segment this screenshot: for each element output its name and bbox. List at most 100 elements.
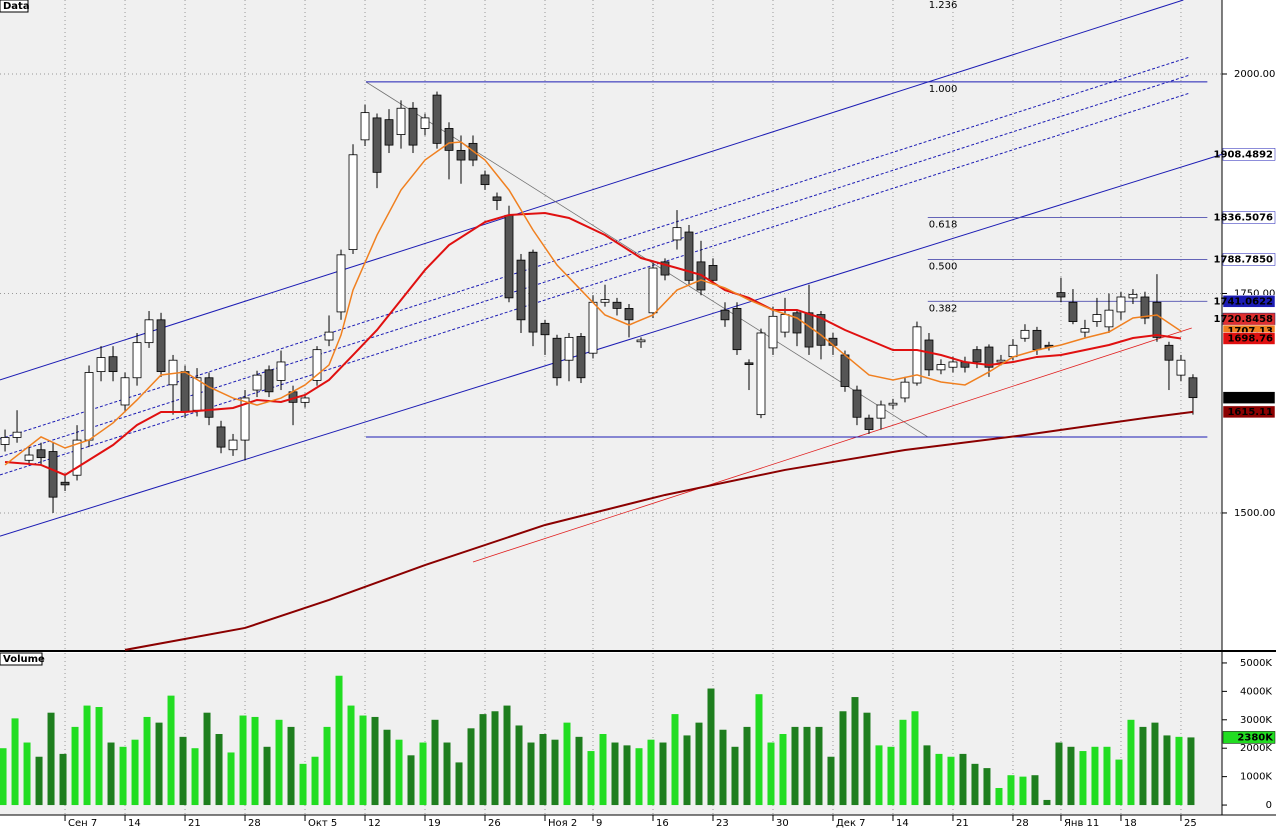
volume-bar — [743, 726, 751, 806]
candle-body — [396, 107, 406, 135]
volume-bar — [683, 735, 691, 806]
panel-title: Volume — [3, 654, 45, 665]
value-marker — [1222, 391, 1276, 404]
candle-body — [1104, 309, 1114, 328]
candle-body — [672, 227, 682, 241]
y-tick-label: 4000K — [1240, 686, 1272, 697]
value-marker — [1222, 731, 1276, 744]
candle-body — [144, 319, 154, 344]
volume-bar — [1175, 736, 1183, 806]
candle-body — [264, 369, 274, 393]
candle-body — [948, 361, 958, 368]
volume-bar — [467, 728, 475, 806]
volume-bar — [371, 716, 379, 806]
volume-bar — [95, 707, 103, 806]
candle-body — [120, 377, 130, 406]
volume-bar — [875, 745, 883, 806]
volume-bar — [491, 711, 499, 806]
volume-bar — [575, 736, 583, 806]
y-tick-label: 5000K — [1240, 658, 1272, 669]
value-marker-label: 1788.7850 — [1214, 254, 1274, 265]
candle-body — [996, 359, 1006, 363]
candle-body — [0, 437, 10, 445]
volume-bar — [239, 715, 247, 806]
volume-bar — [179, 736, 187, 806]
y-tick-label: 2000.00 — [1234, 69, 1275, 80]
volume-bar — [299, 763, 307, 806]
moving-average — [4, 211, 1182, 477]
volume-bar — [431, 719, 439, 806]
value-marker-label: 1720.8458 — [1214, 314, 1274, 325]
volume-bar — [443, 742, 451, 806]
fib-label: 1.236 — [929, 0, 958, 11]
volume-bar — [923, 745, 931, 806]
x-tick-label: 26 — [488, 818, 501, 829]
overlay-line — [472, 327, 1192, 563]
volume-bar — [971, 763, 979, 806]
candle-body — [804, 312, 814, 348]
candle-body — [444, 128, 454, 151]
volume-bar — [287, 726, 295, 806]
candle-body — [216, 426, 226, 448]
candle-body — [660, 261, 670, 276]
volume-bar — [827, 756, 835, 806]
volume-bar — [719, 729, 727, 806]
volume-bar — [911, 711, 919, 806]
volume-bar — [479, 714, 487, 806]
panel-label-box — [0, 0, 29, 13]
candle-body — [816, 314, 826, 346]
volume-bar — [335, 675, 343, 806]
candle-body — [252, 374, 262, 391]
volume-bar — [35, 756, 43, 806]
candle-body — [972, 349, 982, 363]
volume-bar — [11, 718, 19, 806]
volume-bar — [527, 742, 535, 806]
x-tick-label: 28 — [1016, 818, 1029, 829]
volume-bar — [707, 688, 715, 806]
candle-body — [1056, 292, 1066, 298]
candle-body — [912, 326, 922, 384]
volume-bar — [1067, 746, 1075, 806]
volume-bar — [59, 753, 67, 806]
value-marker-label: 1698.76 — [1227, 333, 1273, 344]
volume-bar — [1115, 759, 1123, 806]
candle-body — [888, 402, 898, 406]
moving-average — [4, 141, 1182, 466]
volume-bar — [587, 751, 595, 806]
volume-bar — [1103, 746, 1111, 806]
candle-body — [1116, 296, 1126, 313]
volume-bar — [455, 762, 463, 806]
volume-bar — [791, 726, 799, 806]
candle-body — [1080, 328, 1090, 333]
volume-bar — [155, 722, 163, 806]
candle-body — [876, 404, 886, 419]
volume-bar — [323, 726, 331, 806]
x-tick-label: 16 — [656, 818, 669, 829]
volume-bar — [395, 739, 403, 806]
volume-bar — [899, 719, 907, 806]
volume-bar — [863, 712, 871, 806]
volume-bar — [887, 746, 895, 806]
volume-bar — [419, 742, 427, 806]
volume-bar — [947, 756, 955, 806]
candle-body — [492, 196, 502, 201]
volume-bar — [347, 705, 355, 806]
volume-bar — [311, 756, 319, 806]
candle-body — [1092, 314, 1102, 322]
volume-bar — [983, 768, 991, 806]
volume-bar — [767, 742, 775, 806]
candle-body — [792, 312, 802, 334]
volume-bar — [1163, 735, 1171, 806]
volume-bar — [1151, 722, 1159, 806]
panel-title: Data — [3, 1, 30, 12]
volume-bar — [191, 748, 199, 806]
candle-body — [576, 336, 586, 379]
y-tick-label: 0 — [1266, 800, 1272, 811]
candle-body — [228, 439, 238, 451]
value-marker-label: 1836.5076 — [1214, 213, 1274, 224]
volume-bar — [611, 742, 619, 806]
volume-bar — [815, 726, 823, 806]
volume-bar — [83, 705, 91, 806]
candle-body — [1152, 301, 1162, 338]
